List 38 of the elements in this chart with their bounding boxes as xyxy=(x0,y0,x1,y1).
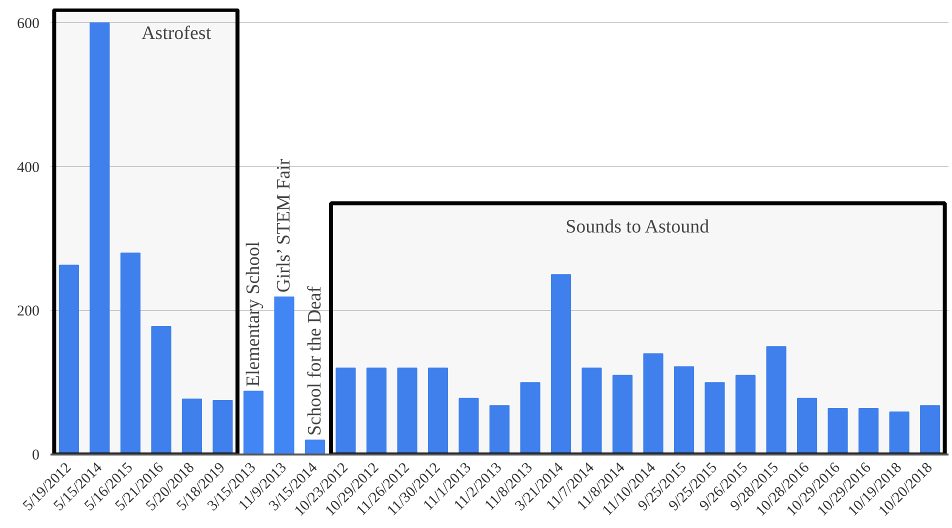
bar xyxy=(520,382,540,454)
bar xyxy=(828,408,848,454)
bar xyxy=(458,398,479,454)
y-tick-label: 200 xyxy=(17,304,40,320)
y-tick-label: 400 xyxy=(17,160,40,176)
annotation: Girls’ STEM Fair xyxy=(274,158,295,292)
bar xyxy=(304,440,326,454)
bar xyxy=(428,368,448,454)
bar xyxy=(643,353,664,454)
band-label: Astrofest xyxy=(141,23,212,44)
y-tick-label: 600 xyxy=(17,16,40,32)
bar xyxy=(90,22,110,454)
bar xyxy=(766,346,786,454)
bar xyxy=(397,368,418,454)
annotation: School for the Deaf xyxy=(304,286,326,436)
band-label: Sounds to Astound xyxy=(566,216,710,238)
bar xyxy=(889,412,910,454)
y-tick-label: 0 xyxy=(32,448,40,464)
bar xyxy=(366,368,387,454)
bar xyxy=(797,398,818,454)
bar xyxy=(735,374,756,454)
bar xyxy=(212,400,233,454)
bar xyxy=(182,398,202,454)
bar xyxy=(151,326,172,454)
bar xyxy=(920,405,940,454)
bar xyxy=(704,382,725,454)
bar xyxy=(612,374,633,454)
bar xyxy=(582,368,602,454)
bar xyxy=(120,252,140,454)
annotation: Elementary School xyxy=(242,242,264,387)
bar xyxy=(858,408,879,454)
bar xyxy=(58,264,79,454)
bar xyxy=(274,296,294,454)
bar xyxy=(243,390,264,454)
bar xyxy=(489,405,510,454)
bar xyxy=(674,366,694,454)
bar xyxy=(550,274,572,454)
bar xyxy=(336,368,356,454)
